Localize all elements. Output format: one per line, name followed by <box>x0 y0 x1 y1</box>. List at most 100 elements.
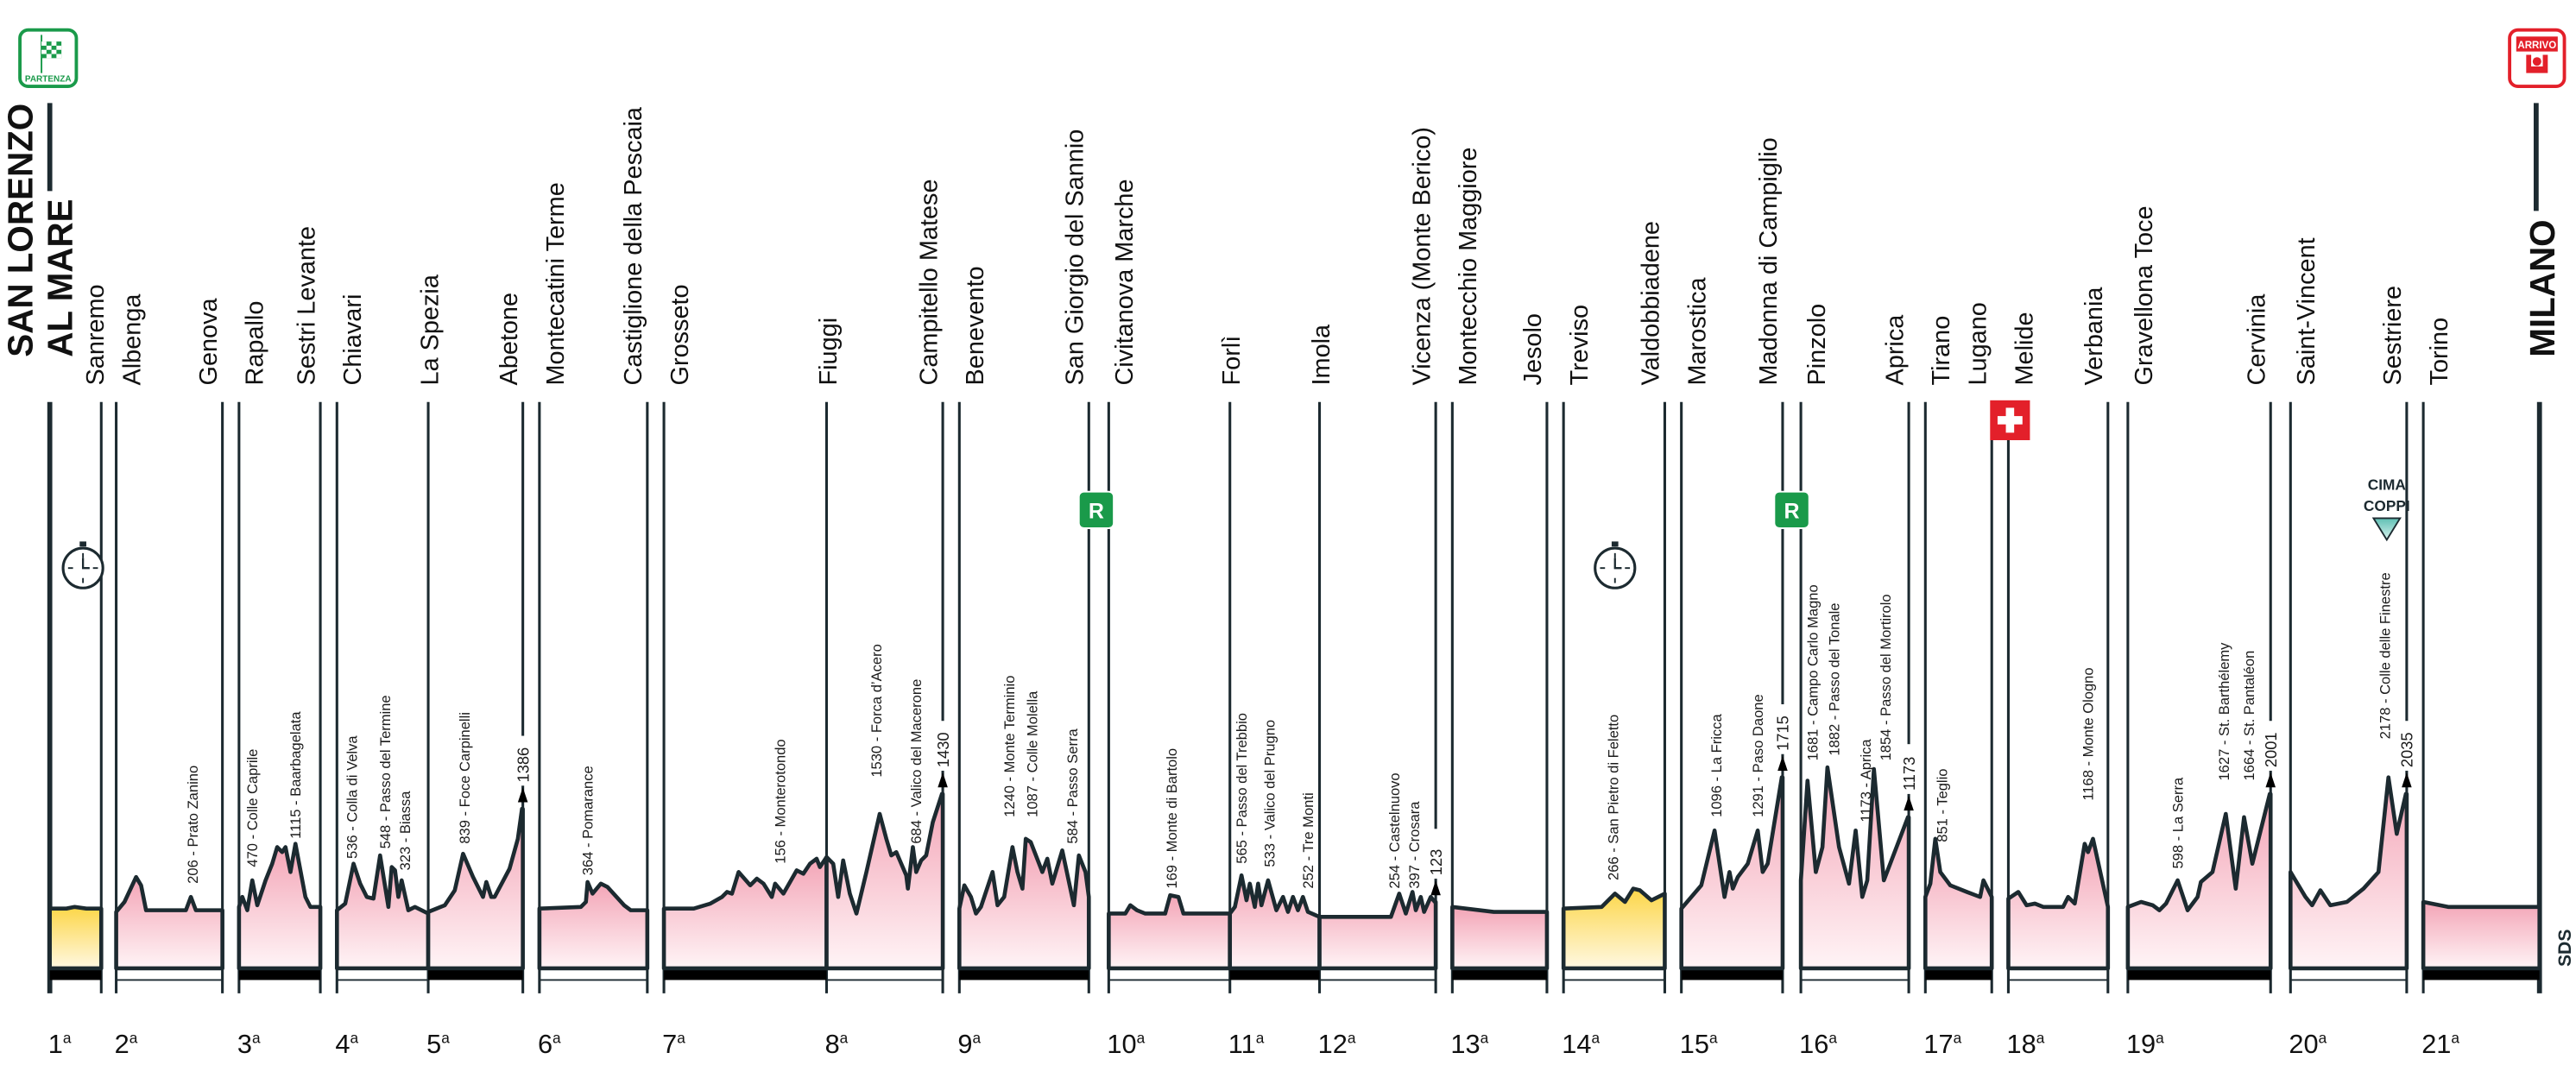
stage-number: 14a <box>1562 1029 1600 1059</box>
elevation-profile <box>957 836 1091 971</box>
cima-coppi-line2: COPPI <box>2364 497 2410 514</box>
city-label: Forlì <box>1218 336 1246 386</box>
finish-city: MILANO <box>2522 219 2562 356</box>
elevation-profile <box>2288 775 2409 971</box>
city-labels: Sanremo Albenga Genova Rapallo Sestri Levant… <box>82 106 2453 385</box>
stage-number: 5a <box>426 1029 450 1059</box>
cima-coppi-triangle-icon <box>2371 517 2402 542</box>
stage-number: 4a <box>335 1029 358 1059</box>
stage-bar <box>2423 969 2540 980</box>
rest-day-badge: R <box>1773 490 1810 529</box>
stage-bar <box>664 969 827 980</box>
city-label: Chiavari <box>339 294 367 386</box>
city-label: Rapallo <box>242 301 269 386</box>
stage-number-ordinal: a <box>1828 1030 1837 1047</box>
start-city-line2: AL MARE <box>41 199 80 356</box>
summit-finish-elevation: 123 <box>1427 849 1445 875</box>
stage-number: 19a <box>2126 1029 2164 1059</box>
climb-label: 397 - Crosara <box>1406 801 1423 889</box>
stage-number-ordinal: a <box>1256 1030 1265 1047</box>
summit-finish-elevation: 2001 <box>2262 732 2280 767</box>
stage-number-ordinal: a <box>1348 1030 1356 1047</box>
stage-profile: 1173 <box>1798 744 1918 981</box>
stage-profiles: 1386 1430 123 1715 1173 2001 2035 <box>47 703 2542 981</box>
stage-number-ordinal: a <box>552 1030 561 1047</box>
elevation-profile <box>114 874 224 971</box>
city-label: Lugano <box>1964 302 1992 385</box>
stage-number: 11a <box>1228 1029 1265 1059</box>
stage-number: 17a <box>1923 1029 1961 1059</box>
city-label: Campitello Matese <box>915 179 943 385</box>
climb-label: 169 - Monte di Bartolo <box>1164 748 1180 889</box>
stage-profile <box>2421 899 2542 980</box>
stage-profile: 123 <box>1317 829 1445 981</box>
stage-number-ordinal: a <box>441 1030 450 1047</box>
stage-number-value: 14 <box>1562 1029 1591 1059</box>
partenza-label: PARTENZA <box>25 74 72 84</box>
stage-bar <box>1229 969 1320 980</box>
elevation-profile <box>824 791 945 971</box>
climb-label: 598 - La Serra <box>2169 777 2186 869</box>
stage-number: 3a <box>237 1029 261 1059</box>
rest-day-label: R <box>1089 499 1104 523</box>
city-label: Madonna di Campiglio <box>1755 137 1783 385</box>
city-label: Valdobbiadene <box>1638 221 1665 385</box>
stage-number-ordinal: a <box>1709 1030 1718 1047</box>
stage-profile <box>114 874 224 981</box>
summit-finish-elevation: 1430 <box>934 732 952 767</box>
stage-number-value: 20 <box>2289 1029 2318 1059</box>
summit-finish-arrow-icon <box>938 772 948 788</box>
city-label: Sestriere <box>2379 286 2407 385</box>
stage-number-value: 1 <box>48 1029 63 1059</box>
stage-profile <box>661 854 829 980</box>
climb-label: 1291 - Paso Daone <box>1750 694 1766 817</box>
elevation-profile <box>1228 873 1322 971</box>
stage-bar <box>2127 969 2271 980</box>
city-label: Melide <box>2011 312 2038 385</box>
climb-label: 1096 - La Fricca <box>1708 714 1725 817</box>
stopwatch-icon <box>61 541 104 589</box>
summit-finish-elevation: 1386 <box>514 747 532 783</box>
stage-number-ordinal: a <box>2319 1030 2327 1047</box>
city-label: Abetone <box>496 293 523 386</box>
elevation-profile <box>47 905 104 971</box>
stage-number-value: 16 <box>1799 1029 1828 1059</box>
stage-number-value: 13 <box>1450 1029 1480 1059</box>
city-label: Sanremo <box>82 284 110 385</box>
rest-day-badge: R <box>1077 490 1115 529</box>
partenza-badge: PARTENZA <box>18 28 79 88</box>
stage-profile: 1386 <box>426 735 532 980</box>
city-label: Fiuggi <box>815 318 843 386</box>
climb-label: 2178 - Colle delle Finestre <box>2377 572 2394 739</box>
stage-bar <box>1681 969 1783 980</box>
elevation-profile <box>2421 899 2542 971</box>
stage-number-ordinal: a <box>1591 1030 1600 1047</box>
stopwatch-icon <box>1594 541 1637 589</box>
summit-finish-elevation: 1715 <box>1774 716 1792 751</box>
stage-bar <box>49 969 102 980</box>
cima-coppi-marker: CIMA COPPI <box>2364 476 2410 542</box>
stage-profile: 1430 <box>824 721 952 981</box>
climb-labels: 206 - Prato Zanino 470 - Colle Caprile 111… <box>185 572 2394 888</box>
stage-number: 1a <box>48 1029 72 1059</box>
climb-label: 1115 - Baarbagelata <box>287 711 304 839</box>
summit-finish-elevation: 1173 <box>1900 757 1918 791</box>
city-label: Albenga <box>118 293 146 386</box>
elevation-profile <box>1450 905 1550 971</box>
stage-profile <box>237 842 323 980</box>
stage-number-value: 10 <box>1107 1029 1136 1059</box>
stage-number: 16a <box>1799 1029 1837 1059</box>
climb-label: 1627 - St. Barthélemy <box>2216 642 2232 781</box>
stage-number-ordinal: a <box>2156 1030 2164 1047</box>
summit-finish-arrow-icon <box>1777 755 1788 771</box>
city-label: Aprica <box>1881 314 1909 386</box>
stage-profile: 1715 <box>1679 703 1792 980</box>
stage-number: 13a <box>1450 1029 1488 1059</box>
stage-number-ordinal: a <box>677 1030 685 1047</box>
stage-bar <box>428 969 523 980</box>
summit-finish-arrow-icon <box>517 787 528 803</box>
climb-label: 252 - Tre Monti <box>1300 792 1316 888</box>
stage-profile <box>537 879 650 981</box>
stage-profile <box>47 905 104 980</box>
